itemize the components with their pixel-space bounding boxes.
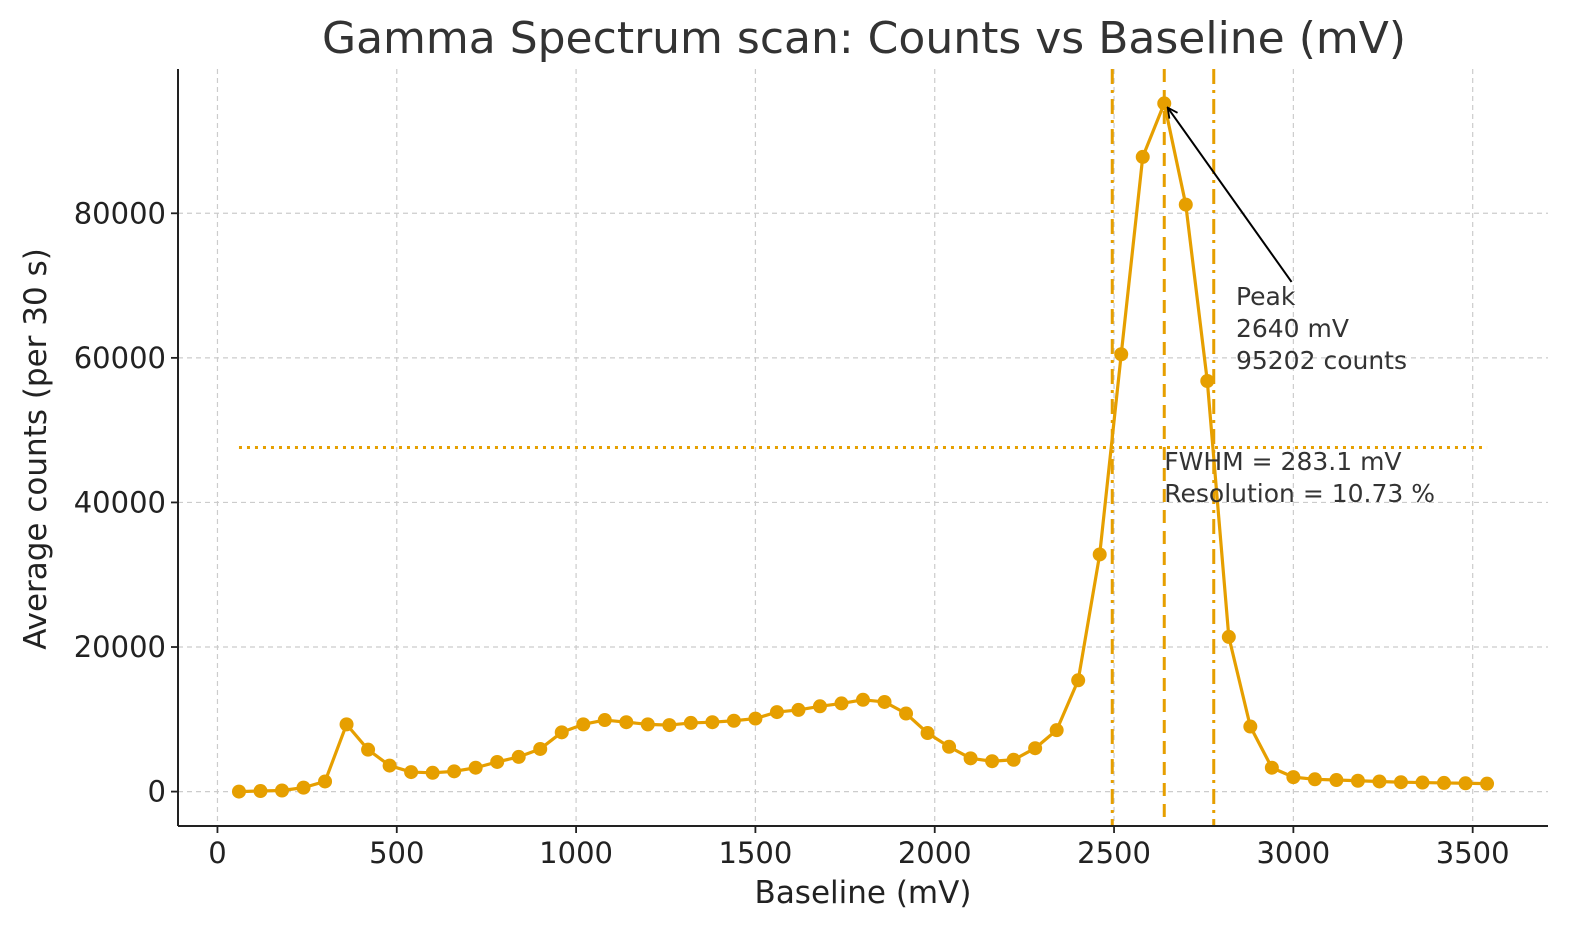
data-point	[1006, 752, 1021, 767]
data-point	[468, 760, 483, 775]
peak-arrow	[1168, 108, 1293, 283]
y-tick-label: 20000	[74, 630, 166, 664]
data-point	[1264, 760, 1279, 775]
x-tick-label: 3000	[1256, 836, 1330, 870]
tick-labels: 0 500 1000 1500 2000 2500 3000 3500 0 20000 40000 6…	[74, 196, 1510, 870]
data-point	[361, 742, 376, 757]
x-tick-label: 2500	[1077, 836, 1151, 870]
fwhm-annotation-line: Resolution = 10.73 %	[1164, 479, 1435, 508]
data-point	[1350, 773, 1365, 788]
reference-lines	[238, 69, 1488, 826]
data-point	[662, 718, 677, 733]
data-point	[1114, 347, 1129, 362]
peak-annotation: Peak 2640 mV 95202 counts	[1236, 282, 1407, 375]
peak-annotation-line: 95202 counts	[1236, 346, 1407, 375]
y-tick-label: 40000	[74, 485, 166, 519]
data-point	[942, 739, 957, 754]
data-point	[1221, 629, 1236, 644]
data-point	[554, 725, 569, 740]
data-point	[1243, 719, 1258, 734]
data-point	[1200, 373, 1215, 388]
data-point	[1458, 776, 1473, 791]
data-point	[1071, 673, 1086, 688]
x-tick-label: 0	[208, 836, 226, 870]
data-point	[640, 717, 655, 732]
data-point	[963, 751, 978, 766]
data-point	[856, 692, 870, 707]
data-point	[404, 765, 419, 780]
data-point	[1436, 775, 1451, 790]
data-point	[231, 784, 246, 799]
fwhm-annotation: FWHM = 283.1 mV Resolution = 10.73 %	[1164, 447, 1435, 508]
data-point	[447, 764, 462, 779]
x-tick-label: 1500	[719, 836, 793, 870]
y-tick-label: 60000	[74, 341, 166, 375]
y-tick-label: 0	[148, 775, 166, 809]
data-point	[1307, 772, 1322, 787]
data-point	[1480, 776, 1495, 791]
data-point	[920, 726, 935, 741]
data-point	[597, 713, 612, 728]
data-point	[1028, 741, 1043, 756]
x-tick-label: 1000	[539, 836, 613, 870]
data-point	[899, 706, 914, 721]
data-point	[683, 715, 698, 730]
peak-annotation-line: Peak	[1236, 282, 1296, 311]
x-axis-label: Baseline (mV)	[755, 875, 972, 911]
data-point	[1415, 775, 1430, 790]
data-point	[791, 702, 806, 717]
data-point	[769, 705, 784, 720]
data-point	[1135, 149, 1150, 164]
data-point	[275, 783, 290, 798]
data-point	[296, 780, 311, 795]
data-point	[1393, 775, 1408, 790]
axes-layer	[171, 69, 1548, 833]
y-tick-label: 80000	[74, 196, 166, 230]
data-point	[425, 765, 440, 780]
peak-annotation-line: 2640 mV	[1236, 314, 1349, 343]
data-point	[318, 774, 333, 789]
data-point	[877, 694, 892, 709]
data-point	[1092, 547, 1107, 562]
x-tick-label: 500	[369, 836, 424, 870]
data-point	[1286, 770, 1301, 785]
data-point	[533, 741, 548, 756]
data-point	[490, 754, 505, 769]
series-layer	[231, 96, 1495, 799]
data-point	[748, 711, 763, 726]
data-point	[985, 754, 1000, 769]
data-point	[339, 717, 354, 732]
data-point	[1178, 197, 1193, 212]
annotations: Peak 2640 mV 95202 counts FWHM = 283.1 mV Re…	[1164, 108, 1435, 508]
fwhm-annotation-line: FWHM = 283.1 mV	[1164, 447, 1401, 476]
data-point	[1049, 723, 1064, 738]
data-point	[726, 713, 741, 728]
x-tick-label: 2000	[898, 836, 972, 870]
grid-layer	[178, 69, 1548, 826]
data-point	[812, 699, 827, 714]
data-point	[1329, 773, 1344, 788]
data-point	[576, 717, 591, 732]
data-point	[382, 758, 397, 773]
x-tick-label: 3500	[1436, 836, 1510, 870]
data-point	[619, 715, 634, 730]
data-point	[1372, 774, 1387, 789]
data-point	[253, 784, 268, 799]
chart-title: Gamma Spectrum scan: Counts vs Baseline …	[322, 13, 1406, 64]
y-axis-label: Average counts (per 30 s)	[18, 248, 54, 650]
data-point	[705, 715, 720, 730]
data-point	[834, 696, 849, 711]
data-point	[511, 749, 526, 764]
